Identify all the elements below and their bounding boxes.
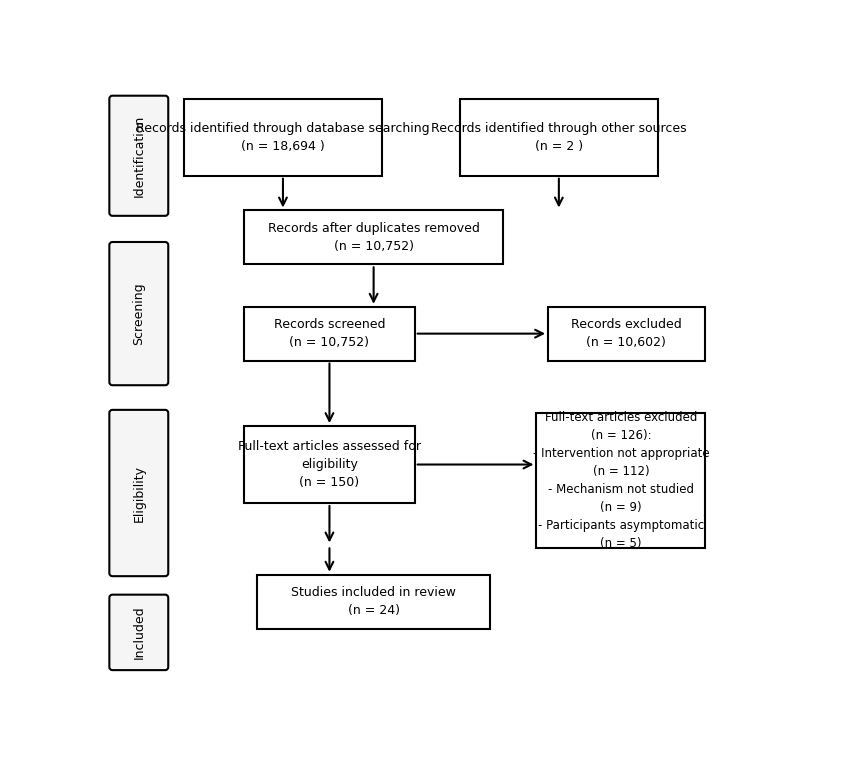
- Bar: [184, 99, 382, 176]
- Text: Full-text articles assessed for
eligibility
(n = 150): Full-text articles assessed for eligibil…: [238, 440, 421, 489]
- FancyBboxPatch shape: [110, 594, 168, 670]
- FancyBboxPatch shape: [110, 96, 168, 216]
- Text: Records screened
(n = 10,752): Records screened (n = 10,752): [274, 318, 385, 349]
- Text: Records identified through other sources
(n = 2 ): Records identified through other sources…: [431, 121, 687, 153]
- FancyBboxPatch shape: [110, 242, 168, 386]
- Text: Screening: Screening: [133, 282, 145, 345]
- Bar: [536, 413, 706, 548]
- Bar: [244, 426, 415, 503]
- Bar: [244, 210, 503, 264]
- Text: Studies included in review
(n = 24): Studies included in review (n = 24): [292, 586, 456, 617]
- Text: Full-text articles excluded
(n = 126):
- Intervention not appropriate
(n = 112)
: Full-text articles excluded (n = 126): -…: [533, 411, 709, 550]
- Bar: [460, 99, 658, 176]
- Text: Records excluded
(n = 10,602): Records excluded (n = 10,602): [571, 318, 682, 349]
- Text: Records after duplicates removed
(n = 10,752): Records after duplicates removed (n = 10…: [268, 222, 479, 253]
- Bar: [258, 575, 490, 628]
- Text: Included: Included: [133, 606, 145, 660]
- Text: Identification: Identification: [133, 115, 145, 197]
- Text: Records identified through database searching
(n = 18,694 ): Records identified through database sear…: [136, 121, 430, 153]
- FancyBboxPatch shape: [110, 410, 168, 576]
- Text: Eligibility: Eligibility: [133, 465, 145, 521]
- Bar: [244, 307, 415, 361]
- Bar: [548, 307, 705, 361]
